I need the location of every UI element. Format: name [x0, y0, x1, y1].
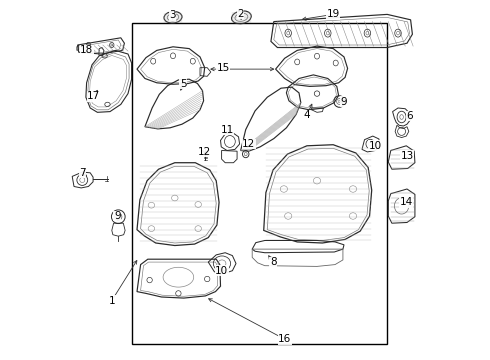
- Text: 15: 15: [217, 63, 230, 73]
- Text: 11: 11: [220, 125, 234, 135]
- Text: 5: 5: [180, 78, 186, 89]
- Text: 7: 7: [79, 168, 86, 178]
- Text: 9: 9: [114, 211, 121, 221]
- Text: 9: 9: [341, 96, 347, 107]
- Text: 8: 8: [270, 257, 276, 267]
- Text: 13: 13: [400, 150, 414, 161]
- Text: 4: 4: [304, 110, 310, 120]
- Text: 12: 12: [242, 139, 255, 149]
- Text: 18: 18: [80, 45, 93, 55]
- Text: 10: 10: [215, 266, 228, 276]
- Text: 6: 6: [407, 111, 413, 121]
- Text: 3: 3: [169, 10, 175, 20]
- Text: 16: 16: [278, 334, 291, 344]
- Text: 12: 12: [198, 147, 211, 157]
- Text: 2: 2: [237, 9, 244, 19]
- Text: 1: 1: [108, 296, 115, 306]
- Text: 17: 17: [87, 91, 100, 102]
- Text: 10: 10: [369, 141, 382, 151]
- Bar: [132, 23, 387, 344]
- Text: 19: 19: [326, 9, 340, 19]
- Text: 14: 14: [400, 197, 413, 207]
